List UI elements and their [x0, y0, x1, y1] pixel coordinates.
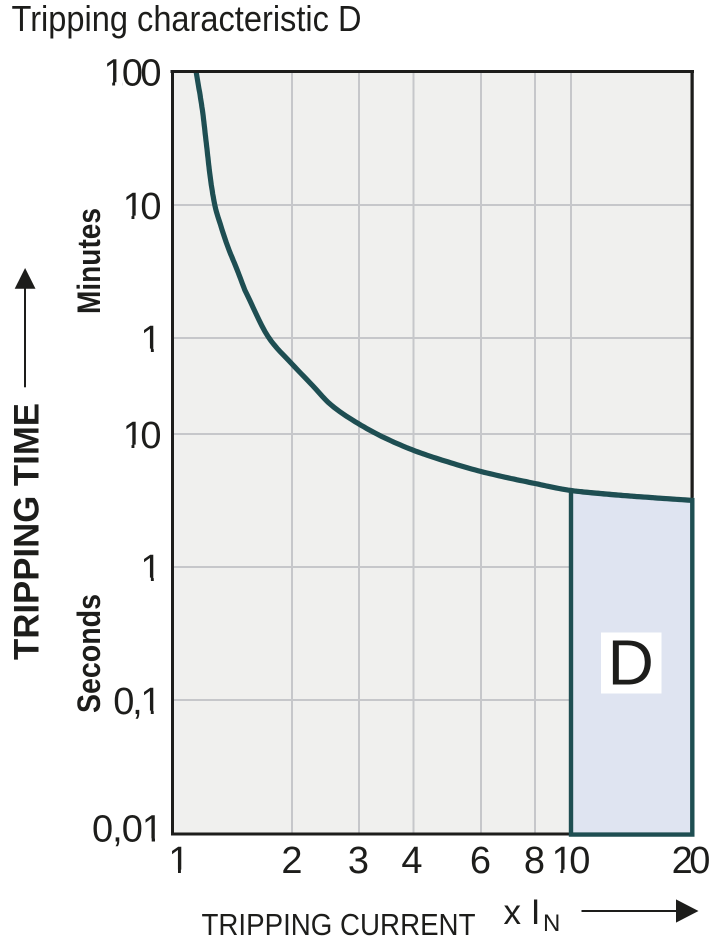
svg-text:10: 10 — [123, 186, 162, 228]
svg-text:3: 3 — [348, 840, 369, 882]
svg-text:10: 10 — [123, 415, 162, 457]
svg-text:Tripping characteristic D: Tripping characteristic D — [12, 0, 362, 39]
svg-text:D: D — [608, 627, 654, 699]
svg-text:8: 8 — [524, 840, 545, 882]
svg-text:Seconds: Seconds — [71, 594, 107, 713]
svg-text:2: 2 — [281, 840, 302, 882]
svg-text:1: 1 — [168, 840, 189, 882]
svg-text:0,01: 0,01 — [92, 809, 163, 851]
svg-text:20: 20 — [672, 840, 711, 882]
svg-text:1: 1 — [140, 319, 161, 361]
svg-text:N: N — [543, 910, 560, 937]
svg-text:x I: x I — [504, 893, 541, 932]
svg-text:10: 10 — [552, 840, 591, 882]
svg-text:TRIPPING TIME: TRIPPING TIME — [8, 403, 47, 660]
svg-text:Minutes: Minutes — [71, 208, 107, 314]
svg-text:4: 4 — [401, 840, 422, 882]
svg-text:100: 100 — [104, 53, 162, 95]
svg-text:TRIPPING CURRENT: TRIPPING CURRENT — [202, 907, 476, 942]
svg-text:6: 6 — [470, 840, 491, 882]
svg-text:1: 1 — [140, 548, 161, 590]
svg-text:0,1: 0,1 — [113, 681, 161, 723]
